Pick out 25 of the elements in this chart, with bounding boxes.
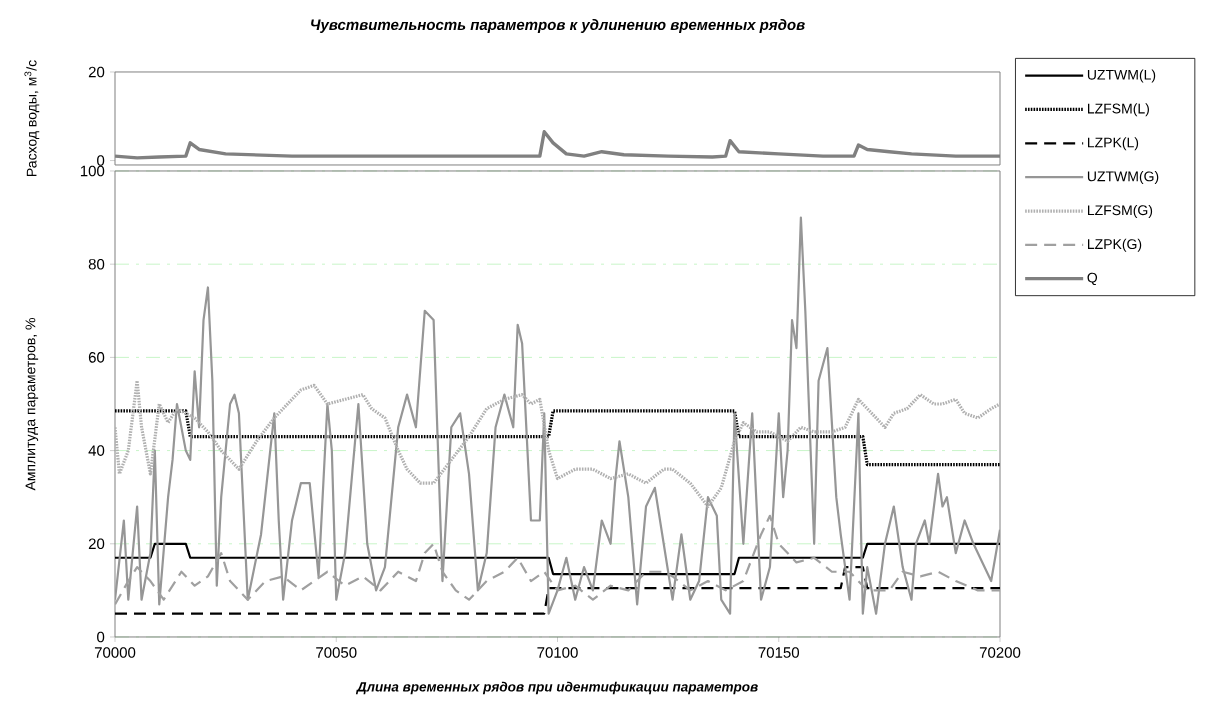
y-tick-label: 100 (80, 165, 105, 177)
legend-label: LZFSM(L) (1088, 103, 1149, 117)
y-tick-label: 80 (88, 258, 105, 270)
chart-title: Чувствительность параметров к удлинению временных рядов (311, 19, 805, 33)
line-series (115, 216, 1001, 615)
legend-label: LZFSM(G) (1088, 204, 1153, 218)
legend-label: LZPK(L) (1088, 137, 1139, 151)
legend-label: Q (1087, 272, 1098, 286)
y-tick-label: 40 (88, 445, 105, 456)
y-tick-label: 0 (97, 631, 105, 643)
y-tick-label: 0 (97, 155, 105, 166)
legend-label: UZTWM(L) (1087, 69, 1156, 83)
y-tick-label: 60 (88, 352, 105, 363)
legend-label: LZPK(G) (1088, 238, 1142, 252)
legend-label: UZTWM(G) (1087, 171, 1159, 185)
y-axis-title: Расход воды, м$^{3}$/с (24, 60, 40, 176)
x-axis-title: Длина временных рядов при идентификации параметров (355, 681, 758, 695)
y-tick-label: 20 (88, 538, 105, 550)
x-tick-label: 70000 (94, 647, 136, 658)
y-tick-label: 20 (88, 66, 105, 78)
x-tick-label: 70150 (758, 647, 800, 658)
y-axis-title: Амплитуда параметров, % (25, 317, 39, 491)
x-tick-label: 70050 (316, 647, 357, 658)
x-tick-label: 70200 (979, 647, 1021, 658)
x-tick-label: 70100 (537, 647, 578, 658)
